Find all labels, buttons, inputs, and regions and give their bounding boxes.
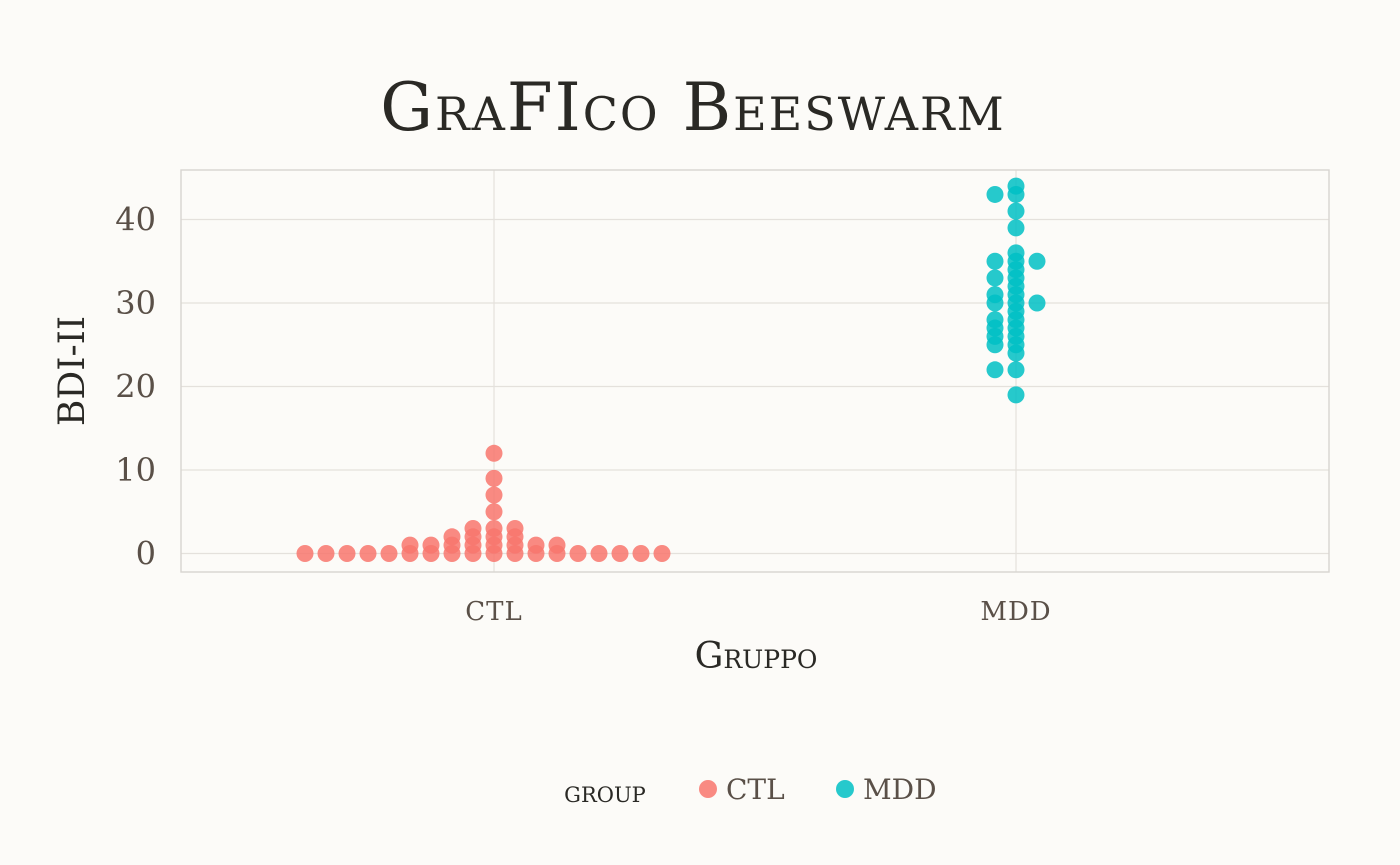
mdd-point [1007, 244, 1025, 262]
legend-entries: CTL MDD [699, 773, 937, 806]
ctl-point [611, 545, 629, 562]
ctl-point [569, 545, 587, 562]
ctl-point [401, 536, 419, 554]
y-tick-label: 0 [136, 535, 156, 573]
y-axis-title: BDI-II [52, 316, 93, 426]
ctl-point [485, 519, 503, 537]
y-tick-label: 40 [115, 201, 156, 239]
mdd-point [1007, 202, 1025, 220]
ctl-point [464, 519, 482, 537]
ctl-point [338, 545, 356, 562]
mdd-point [1028, 294, 1046, 312]
mdd-point [1007, 177, 1025, 195]
ctl-point [422, 536, 440, 554]
ctl-point [485, 486, 503, 504]
ctl-point [590, 545, 608, 562]
mdd-point [986, 252, 1004, 270]
grid-lines [181, 170, 1329, 572]
y-tick-label: 30 [115, 284, 156, 322]
ctl-point [296, 545, 314, 562]
chart-title: GraFIco Beeswarm [380, 69, 1005, 146]
x-axis-ticks: CTL MDD [465, 597, 1051, 627]
ctl-point [359, 545, 377, 562]
ctl-point [485, 503, 503, 521]
plot-panel [180, 169, 1330, 573]
ctl-point [506, 519, 524, 537]
mdd-point [986, 185, 1004, 203]
y-tick-label: 20 [115, 368, 156, 406]
mdd-point [1028, 252, 1046, 270]
legend-label-mdd: MDD [863, 773, 937, 806]
x-axis-title: Gruppo [695, 636, 818, 677]
legend: group CTL MDD [564, 773, 936, 810]
data-points [296, 177, 1046, 562]
ctl-point [485, 444, 503, 462]
ctl-point [653, 545, 671, 562]
ctl-point [443, 528, 461, 546]
ctl-point [527, 536, 545, 554]
x-tick-label: MDD [980, 597, 1051, 627]
x-tick-label: CTL [465, 597, 523, 627]
legend-key-ctl [699, 780, 717, 798]
legend-label-ctl: CTL [726, 773, 785, 806]
mdd-point [986, 286, 1004, 304]
mdd-point [1007, 361, 1025, 379]
mdd-point [1007, 386, 1025, 404]
y-tick-label: 10 [115, 451, 156, 489]
mdd-point [1007, 219, 1025, 237]
ctl-point [548, 536, 566, 554]
mdd-point [986, 311, 1004, 329]
legend-key-mdd [836, 780, 854, 798]
y-axis-ticks: 0 10 20 30 40 [115, 201, 156, 573]
ctl-point [632, 545, 650, 562]
mdd-point [986, 361, 1004, 379]
ctl-point [380, 545, 398, 562]
ctl-point [485, 469, 503, 487]
legend-title: group [564, 775, 646, 810]
mdd-point [986, 269, 1004, 287]
ctl-point [317, 545, 335, 562]
